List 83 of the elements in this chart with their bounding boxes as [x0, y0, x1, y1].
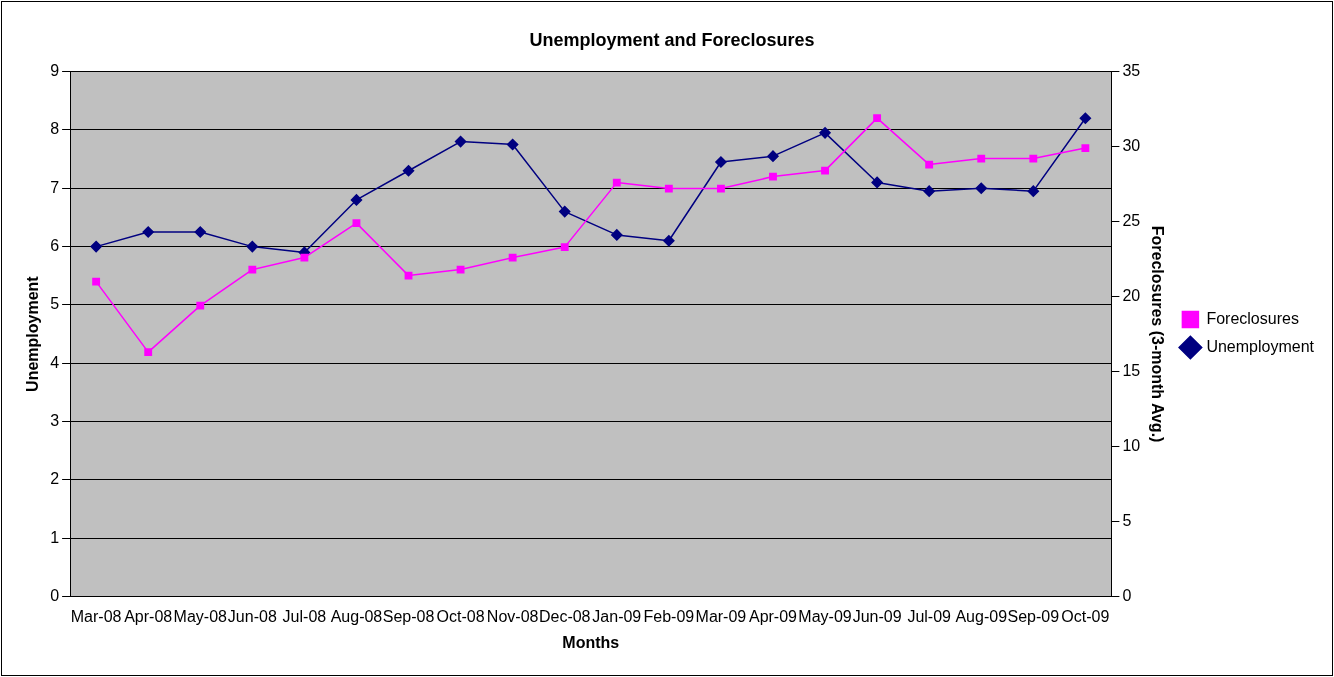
point	[454, 135, 467, 148]
point	[196, 301, 205, 310]
point	[144, 348, 153, 357]
x-tick-label: Jul-08	[282, 607, 327, 625]
point	[716, 184, 725, 193]
x-tick-label: Aug-08	[330, 607, 383, 625]
y-axis-title: Unemployment	[24, 275, 42, 392]
y-tick-label: 6	[50, 237, 60, 255]
point	[715, 156, 727, 168]
point	[248, 265, 257, 274]
point	[352, 219, 361, 228]
y2-tick-label: 20	[1122, 287, 1141, 305]
point	[977, 154, 986, 163]
y-tick-label: 2	[50, 470, 60, 488]
y2-tick-label: 30	[1122, 137, 1141, 155]
y-tick-label: 1	[50, 528, 60, 546]
point	[142, 226, 154, 238]
point	[402, 165, 415, 177]
point	[873, 114, 882, 123]
point	[871, 176, 883, 189]
y-tick-label: 7	[50, 178, 60, 196]
point	[821, 166, 829, 175]
point	[92, 277, 101, 286]
point	[456, 265, 465, 274]
y-tick-label: 5	[50, 295, 60, 313]
y2-tick-label: 0	[1122, 587, 1132, 605]
point	[506, 138, 519, 151]
point	[923, 185, 935, 197]
y-tick-label: 3	[50, 412, 60, 430]
x-tick-label: Apr-09	[748, 607, 798, 625]
y-tick-label: 4	[50, 353, 60, 371]
point	[404, 271, 413, 280]
x-tick-label: Mar-09	[695, 607, 747, 625]
y-tick-label: 9	[50, 62, 60, 80]
x-tick-label: Aug-09	[955, 607, 1008, 625]
y-tick-label: 8	[50, 120, 60, 138]
point	[1081, 144, 1090, 153]
point	[90, 240, 102, 253]
point	[664, 184, 673, 193]
x-tick-label: May-08	[173, 607, 228, 625]
legend-label: Foreclosures	[1206, 309, 1299, 327]
y2-tick-label: 35	[1122, 62, 1141, 80]
y2-tick-label: 5	[1122, 512, 1132, 530]
y2-tick-label: 15	[1122, 362, 1141, 380]
point	[925, 160, 934, 169]
point	[1079, 112, 1092, 125]
point	[663, 235, 675, 247]
y2-axis-title: Foreclosures (3-month Avg.)	[1149, 225, 1167, 443]
point	[194, 226, 207, 238]
point	[558, 205, 571, 218]
point	[1029, 154, 1038, 163]
chart-title: Unemployment and Foreclosures	[529, 29, 815, 50]
x-tick-label: Oct-08	[436, 607, 485, 625]
point	[819, 127, 831, 139]
x-tick-label: May-09	[798, 607, 852, 625]
x-tick-label: Oct-09	[1061, 607, 1110, 625]
point	[560, 243, 569, 252]
x-tick-label: Sep-09	[1007, 607, 1060, 625]
point	[767, 150, 779, 162]
x-tick-label: Dec-08	[538, 607, 591, 625]
y-tick-label: 0	[50, 587, 60, 605]
point	[246, 240, 259, 253]
point	[975, 182, 987, 195]
x-tick-label: Jan-09	[592, 607, 642, 625]
y2-tick-label: 10	[1122, 437, 1141, 455]
point	[1027, 185, 1040, 197]
point	[611, 229, 623, 241]
x-tick-label: Apr-08	[124, 607, 173, 625]
point	[769, 172, 777, 181]
legend-label: Unemployment	[1206, 337, 1315, 355]
x-tick-label: Jun-08	[227, 607, 277, 625]
x-axis-title: Months	[562, 633, 620, 651]
x-tick-label: Jul-09	[907, 607, 952, 625]
point	[508, 253, 517, 262]
point	[350, 194, 363, 206]
x-tick-label: Jun-09	[852, 607, 902, 625]
point	[612, 178, 621, 187]
y2-tick-label: 25	[1122, 212, 1141, 230]
point	[300, 253, 309, 262]
x-tick-label: Nov-08	[486, 607, 539, 625]
x-tick-label: Sep-08	[382, 607, 435, 625]
x-tick-label: Mar-08	[70, 607, 122, 625]
x-tick-label: Feb-09	[643, 607, 695, 625]
